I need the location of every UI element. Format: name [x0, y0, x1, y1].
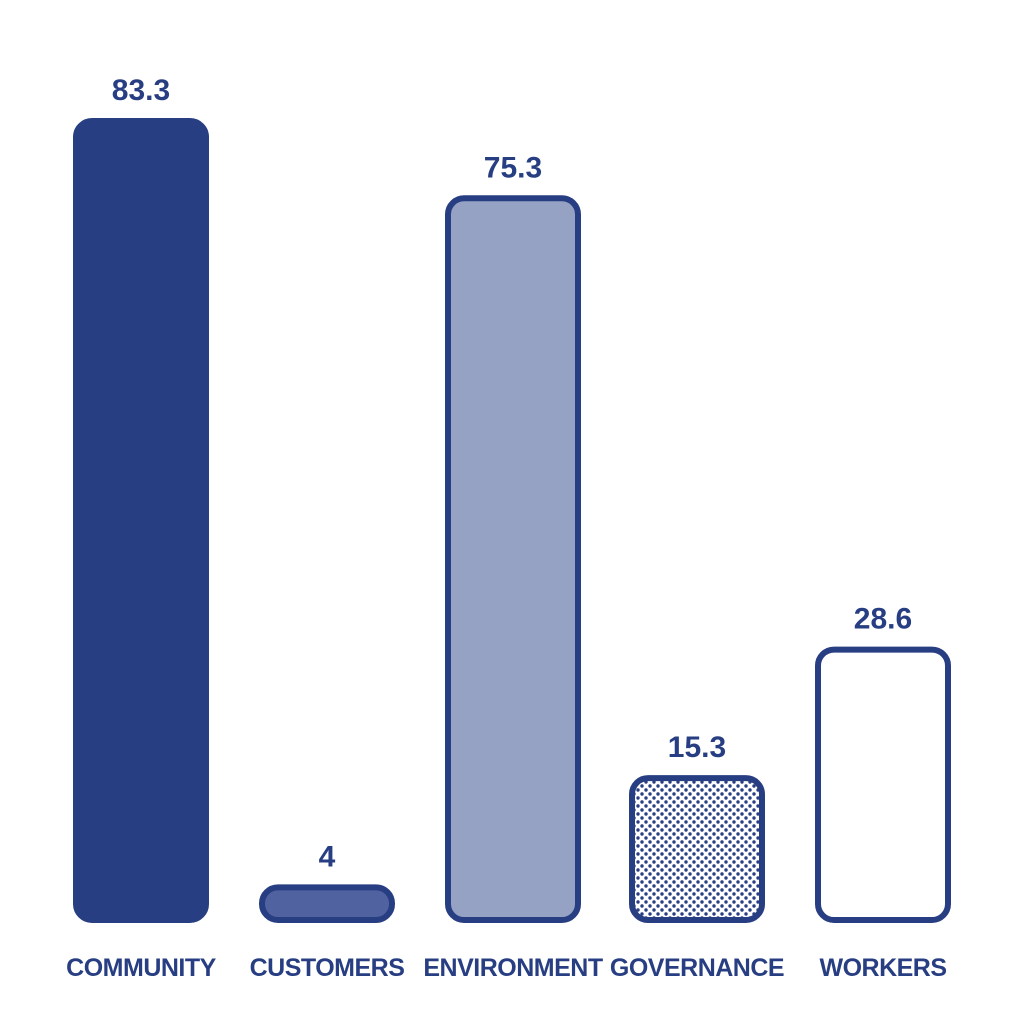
- bar-customers: [259, 884, 395, 924]
- category-label-environment: ENVIRONMENT: [423, 954, 602, 982]
- category-label-customers: CUSTOMERS: [250, 954, 405, 982]
- value-label-governance: 15.3: [668, 731, 726, 764]
- category-label-community: COMMUNITY: [66, 954, 216, 982]
- value-label-environment: 75.3: [484, 151, 542, 184]
- bar-workers: [815, 646, 951, 924]
- value-label-workers: 28.6: [854, 603, 912, 636]
- value-label-community: 83.3: [112, 74, 170, 107]
- value-label-customers: 4: [319, 840, 336, 873]
- bar-governance: [629, 775, 765, 924]
- bar-environment: [445, 195, 581, 924]
- category-label-governance: GOVERNANCE: [610, 954, 784, 982]
- category-label-workers: WORKERS: [819, 954, 946, 982]
- bar-community: [73, 118, 209, 923]
